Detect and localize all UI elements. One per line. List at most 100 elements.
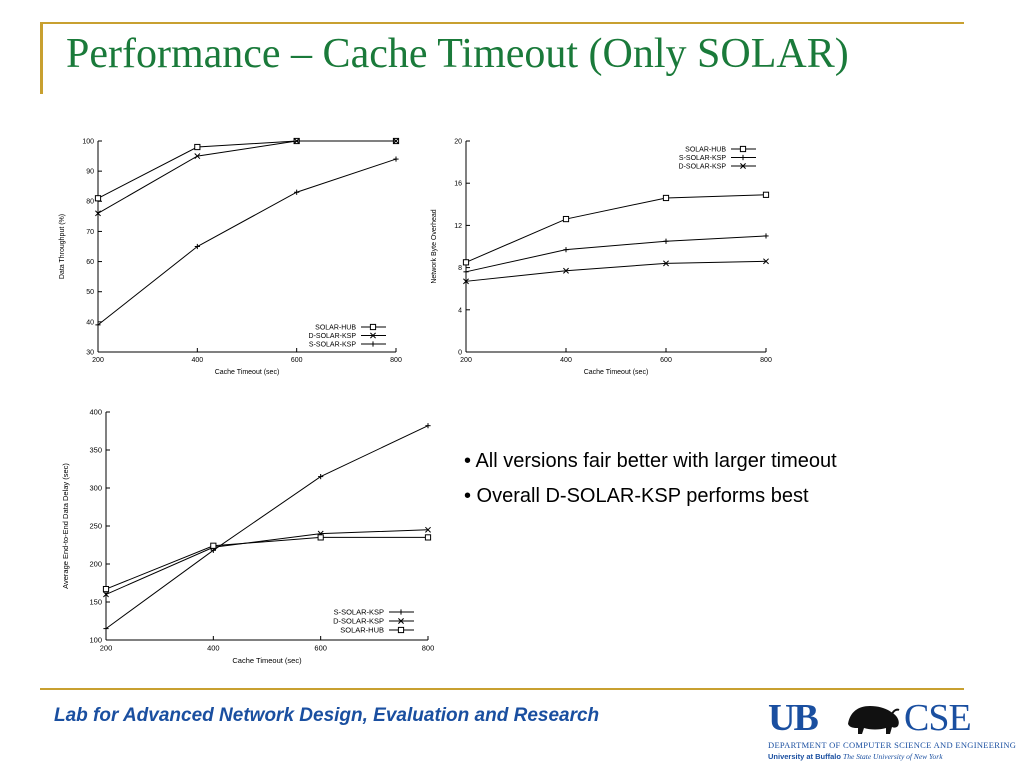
data-point [94, 195, 102, 202]
legend-label: SOLAR-HUB [315, 324, 356, 331]
y-tick-label: 8 [458, 265, 462, 272]
x-axis-label: Cache Timeout (sec) [232, 656, 302, 665]
ub-cse-logo: UB CSE DEPARTMENT OF COMPUTER SCIENCE AN… [766, 694, 1016, 764]
chart-network-byte-overhead: 0 4 8 12 16 20 200 400 600 800 Cache Timeout (sec)… [426, 128, 786, 382]
legend-marker [398, 618, 404, 624]
data-point [563, 247, 569, 253]
data-point [393, 138, 399, 144]
series-d-solar-ksp [103, 526, 431, 598]
x-tick-label: 600 [660, 357, 672, 364]
x-axis-label: Cache Timeout (sec) [215, 369, 280, 376]
data-point [393, 156, 399, 162]
y-axis-label: Data Throughput (%) [59, 214, 66, 279]
series-line [97, 158, 397, 326]
y-tick-label: 250 [89, 522, 102, 531]
data-point [194, 143, 201, 151]
data-point [424, 534, 432, 541]
y-tick-label: 30 [86, 349, 94, 356]
y-tick-label: 80 [86, 199, 94, 206]
series-s-solar-ksp [95, 156, 399, 328]
legend-marker [398, 609, 404, 615]
x-tick-label: 200 [92, 357, 104, 364]
y-tick-label: 70 [86, 229, 94, 236]
series-solar-hub [94, 137, 400, 202]
legend-marker [370, 341, 376, 347]
legend-label: SOLAR-HUB [685, 146, 726, 153]
cse-logo-text: CSE [904, 697, 972, 739]
data-point [563, 267, 569, 274]
ub-logo-text: UB [768, 697, 819, 739]
legend-label: D-SOLAR-KSP [309, 333, 357, 340]
x-axis-label: Cache Timeout (sec) [584, 369, 649, 376]
series-line [105, 529, 429, 595]
chart-data-throughput: 30 40 50 60 70 80 90 100 200 400 600 800 Cache Timeo… [54, 128, 414, 382]
x-tick-label: 400 [207, 644, 220, 653]
series-line [465, 194, 767, 263]
data-point [194, 153, 201, 160]
x-tick-label: 800 [422, 644, 435, 653]
data-point [425, 526, 431, 533]
x-tick-label: 400 [191, 357, 203, 364]
university-name-italic: The State University of New York [843, 752, 943, 761]
y-tick-label: 100 [82, 138, 94, 145]
data-point [210, 542, 217, 549]
y-axis-label: Average End-to-End Data Delay (sec) [61, 463, 70, 589]
y-tick-label: 400 [89, 408, 102, 417]
legend-marker [369, 323, 377, 331]
legend-label: S-SOLAR-KSP [679, 155, 726, 162]
series-line [465, 235, 767, 273]
data-point [95, 322, 101, 328]
chart-svg: 0 4 8 12 16 20 200 400 600 800 Cache Timeout (sec)… [431, 138, 772, 376]
legend-label: S-SOLAR-KSP [309, 341, 356, 348]
data-point [663, 260, 669, 267]
series-d-solar-ksp [95, 138, 399, 217]
series-line [97, 140, 396, 214]
y-tick-label: 90 [86, 169, 94, 176]
footer-rule [40, 688, 964, 690]
series-s-solar-ksp [463, 233, 769, 275]
y-tick-label: 20 [454, 138, 462, 145]
data-point [294, 189, 300, 195]
x-tick-label: 800 [390, 357, 402, 364]
data-point [194, 243, 200, 250]
data-point [763, 233, 769, 239]
bullet-item: • Overall D-SOLAR-KSP performs best [464, 485, 809, 507]
x-tick-label: 600 [291, 357, 303, 364]
series-d-solar-ksp [463, 258, 769, 285]
data-point [425, 423, 431, 429]
data-point [318, 474, 324, 480]
chart-svg: 100 150 200 250 300 350 400 200 400 600 800 Cache T… [61, 408, 435, 665]
buffalo-icon [848, 706, 900, 734]
title-rule [40, 22, 964, 24]
x-tick-label: 400 [560, 357, 572, 364]
legend-marker [740, 163, 746, 169]
x-tick-label: 200 [100, 644, 113, 653]
y-tick-label: 4 [458, 307, 462, 314]
legend-marker [740, 154, 746, 161]
series-solar-hub [462, 191, 770, 266]
data-point [102, 585, 110, 593]
data-point [103, 591, 109, 598]
y-tick-label: 350 [89, 446, 102, 455]
data-point [462, 259, 470, 266]
series-line [97, 140, 396, 199]
chart-end-to-end-delay: 100 150 200 250 300 350 400 200 400 600 800 Cache T… [58, 400, 448, 672]
department-name: DEPARTMENT OF COMPUTER SCIENCE AND ENGIN… [768, 740, 1017, 750]
title-accent-bar [40, 22, 43, 94]
legend-label: D-SOLAR-KSP [333, 617, 384, 626]
data-point [762, 191, 770, 198]
series-line [105, 536, 428, 590]
data-point [662, 194, 670, 202]
data-point [317, 534, 324, 541]
y-axis-label: Network Byte Overhead [431, 209, 438, 283]
data-point [95, 210, 101, 217]
data-point [103, 626, 109, 632]
y-tick-label: 12 [454, 223, 462, 230]
data-point [293, 138, 300, 144]
bullet-list: • All versions fair better with larger t… [464, 450, 837, 520]
legend-label: D-SOLAR-KSP [679, 163, 727, 170]
data-point [463, 269, 469, 275]
bullet-item: • All versions fair better with larger t… [464, 450, 837, 472]
